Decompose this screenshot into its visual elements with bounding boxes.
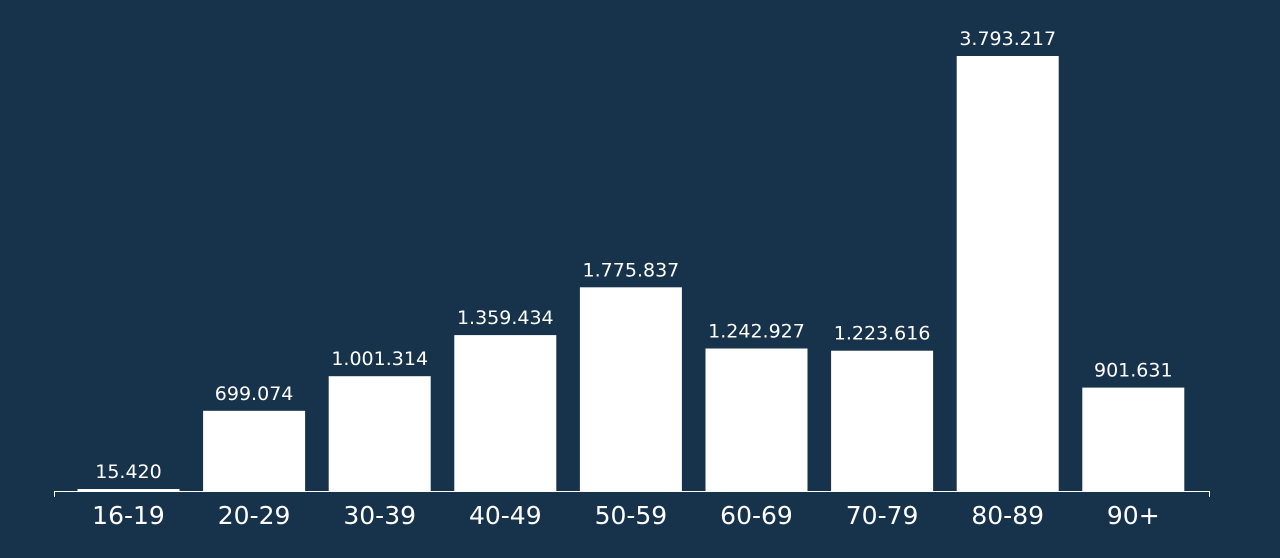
value-label: 1.775.837 [583, 259, 680, 281]
category-label: 70-79 [846, 501, 919, 530]
category-label: 80-89 [971, 501, 1044, 530]
value-label: 15.420 [95, 461, 161, 483]
bar-40-49 [454, 335, 557, 491]
bar-20-29 [203, 410, 306, 491]
bar-70-79 [831, 350, 934, 491]
bars-group [77, 56, 1185, 491]
bar-60-69 [705, 348, 808, 491]
bar-30-39 [328, 376, 431, 491]
value-label: 1.242.927 [708, 321, 805, 343]
value-label: 1.001.314 [331, 348, 428, 370]
bar-80-89 [956, 56, 1059, 491]
category-label: 40-49 [469, 501, 542, 530]
value-label: 699.074 [215, 383, 294, 405]
value-label: 1.359.434 [457, 307, 554, 329]
category-label: 20-29 [218, 501, 291, 530]
value-labels-group: 15.420 699.074 1.001.314 1.359.434 1.775.837… [95, 28, 1172, 483]
x-axis [54, 491, 1210, 497]
category-labels-group: 16-19 20-29 30-39 40-49 50-59 60-69 70-79 80-89… [92, 501, 1160, 530]
bar-50-59 [579, 287, 682, 491]
bar-16-19 [77, 489, 180, 491]
category-label: 90+ [1107, 501, 1160, 530]
bar-90+ [1082, 387, 1185, 491]
category-label: 30-39 [343, 501, 416, 530]
value-label: 901.631 [1094, 360, 1173, 382]
value-label: 1.223.616 [834, 323, 931, 345]
value-label: 3.793.217 [959, 28, 1056, 50]
category-label: 16-19 [92, 501, 165, 530]
category-label: 50-59 [595, 501, 668, 530]
category-label: 60-69 [720, 501, 793, 530]
